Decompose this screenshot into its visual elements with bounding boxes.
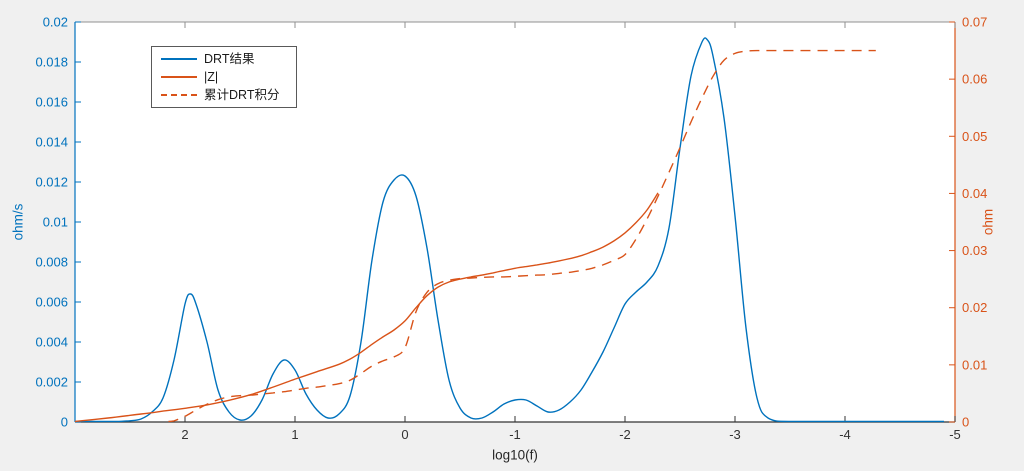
x-tick-label: 2 <box>181 427 188 442</box>
y-left-tick-label: 0.01 <box>43 215 68 230</box>
y-left-tick-label: 0.018 <box>35 55 68 70</box>
x-tick-label: 1 <box>291 427 298 442</box>
x-tick-label: -2 <box>619 427 631 442</box>
y-left-tick-label: 0.016 <box>35 95 68 110</box>
legend-label: DRT结果 <box>204 51 255 66</box>
x-axis-label: log10(f) <box>492 447 538 463</box>
legend-label: |Z| <box>204 69 219 84</box>
legend-item-cumulative: 累计DRT积分 <box>161 87 292 104</box>
x-tick-label: 0 <box>401 427 408 442</box>
y-right-tick-label: 0.02 <box>962 300 987 315</box>
series-line-1 <box>74 192 659 423</box>
legend-item-drt: DRT结果 <box>161 51 292 68</box>
y-axis-label-right: ohm <box>980 208 996 236</box>
series-line-0 <box>75 37 944 423</box>
y-left-tick-label: 0.012 <box>35 175 68 190</box>
y-right-tick-label: 0.03 <box>962 243 987 258</box>
y-right-tick-label: 0.01 <box>962 357 987 372</box>
x-tick-label: -4 <box>839 427 851 442</box>
y-left-tick-label: 0.006 <box>35 295 68 310</box>
legend-line-sample-dashed-orange <box>161 94 197 96</box>
legend-line-sample-solid-orange <box>161 76 197 78</box>
y-right-tick-label: 0.06 <box>962 72 987 87</box>
y-axis-label-left: ohm/s <box>10 203 26 241</box>
legend: DRT结果 |Z| 累计DRT积分 <box>151 46 297 108</box>
x-tick-label: -3 <box>729 427 741 442</box>
y-left-tick-label: 0.014 <box>35 135 68 150</box>
x-tick-label: -1 <box>509 427 521 442</box>
legend-label: 累计DRT积分 <box>204 87 280 102</box>
series-line-2 <box>168 49 876 423</box>
y-left-tick-label: 0.002 <box>35 375 68 390</box>
legend-line-sample-solid-blue <box>161 58 197 60</box>
y-left-tick-label: 0.008 <box>35 255 68 270</box>
y-right-tick-label: 0.07 <box>962 15 987 30</box>
y-left-tick-label: 0.004 <box>35 335 68 350</box>
y-left-tick-label: 0.02 <box>43 15 68 30</box>
x-tick-label: -5 <box>949 427 961 442</box>
legend-item-z: |Z| <box>161 69 292 86</box>
y-right-tick-label: 0.05 <box>962 129 987 144</box>
y-left-tick-label: 0 <box>61 415 68 430</box>
y-right-tick-label: 0 <box>962 415 969 430</box>
y-right-tick-label: 0.04 <box>962 186 987 201</box>
